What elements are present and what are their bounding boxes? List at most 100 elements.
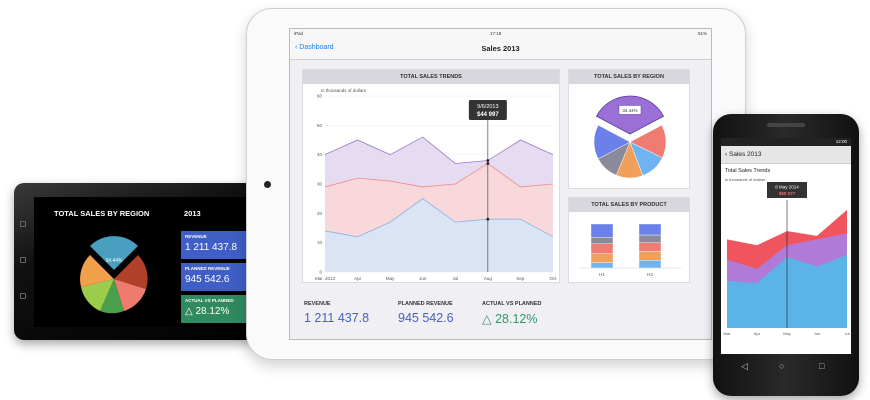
wp-pie-slice[interactable] xyxy=(80,255,114,287)
phone-button-icon xyxy=(20,221,26,227)
bar-segment xyxy=(638,223,662,236)
y-tick-label: 40 xyxy=(317,152,323,157)
x-tick-label: May xyxy=(386,276,395,281)
x-tick-label: Mar, 2013 xyxy=(315,276,336,281)
x-tick-label: Mar xyxy=(724,331,732,336)
wp-pie-slice[interactable] xyxy=(100,279,124,314)
kpi-label: ACTUAL VS PLANNED xyxy=(482,301,542,307)
back-label: Dashboard xyxy=(299,44,334,51)
bar-segment xyxy=(590,223,614,238)
product-panel: TOTAL SALES BY PRODUCT H1 H2 xyxy=(568,197,690,283)
status-time: 17:18 xyxy=(490,31,502,36)
bar-segment xyxy=(638,251,662,261)
region-pie-chart[interactable]: 34.44% xyxy=(569,84,691,190)
series-line xyxy=(324,162,554,188)
wp-actual-tile[interactable]: ACTUAL VS PLANNED △ 28.12% xyxy=(181,295,251,323)
region-title: TOTAL SALES BY REGION xyxy=(569,70,689,84)
back-button[interactable]: ‹ Dashboard xyxy=(295,44,334,51)
x-tick-label: Jul xyxy=(452,276,458,281)
tooltip-box xyxy=(468,100,507,120)
y-tick-label: 20 xyxy=(317,211,323,216)
pie-callout-box xyxy=(618,105,642,115)
trends-chart[interactable]: 0 10 20 30 40 50 60 Mar, 2013 Apr May Jun Jul Aug Sep… xyxy=(303,84,561,284)
x-tick-label: H2 xyxy=(647,272,653,277)
recents-nav-icon[interactable]: □ xyxy=(819,361,825,371)
bar-segment xyxy=(638,234,662,243)
home-nav-icon[interactable]: ○ xyxy=(779,361,785,371)
kpi-revenue: REVENUE 1 211 437.8 xyxy=(304,301,369,325)
wp-pie-slice[interactable] xyxy=(90,236,138,270)
bar-segment xyxy=(590,262,614,269)
x-tick-label: Jul xyxy=(844,331,849,336)
wp-tile-label: PLANNED REVENUE xyxy=(185,266,230,271)
series-line xyxy=(324,198,554,238)
nav-bar: ‹ Dashboard Sales 2013 xyxy=(290,38,711,60)
bar-segment xyxy=(638,260,662,269)
android-back-label: Sales 2013 xyxy=(728,151,762,158)
tooltip-date: 9/6/2013 xyxy=(477,104,498,110)
x-tick-label: Aug xyxy=(484,276,493,281)
wp-planned-tile[interactable]: PLANNED REVENUE 945 542.6 xyxy=(181,263,251,291)
kpi-label: REVENUE xyxy=(304,301,331,307)
wp-pie-callout: 34.44% xyxy=(106,258,124,264)
android-trends-chart[interactable]: Mar Apr May Jun Jul 8 May 2014$50 077 xyxy=(721,178,851,354)
carrier-label: iPad xyxy=(294,31,304,36)
wp-year: 2013 xyxy=(184,209,201,218)
android-status-bar: 12:00 xyxy=(721,138,851,146)
chevron-left-icon: ‹ xyxy=(725,151,728,158)
kpi-value: △ 28.12% xyxy=(482,312,538,326)
y-tick-label: 0 xyxy=(319,270,322,275)
android-phone: 12:00 ‹ Sales 2013 Total Sales Trends in… xyxy=(713,114,859,396)
x-tick-label: Oct xyxy=(549,276,557,281)
product-bar-chart[interactable]: H1 H2 xyxy=(569,212,691,284)
camera-icon xyxy=(264,181,271,188)
trends-unit-label: in thousands of dollars xyxy=(321,88,367,93)
x-tick-label: Apr xyxy=(754,331,761,336)
battery-label: 51% xyxy=(697,31,707,36)
kpi-value: 945 542.6 xyxy=(398,311,454,325)
page-title: Sales 2013 xyxy=(481,44,520,53)
wp-tile-label: ACTUAL VS PLANNED xyxy=(185,298,234,303)
wp-revenue-tile[interactable]: REVENUE 1 211 437.8 xyxy=(181,231,251,259)
y-tick-label: 50 xyxy=(317,123,323,128)
x-tick-label: H1 xyxy=(599,272,605,277)
android-action-bar[interactable]: ‹ Sales 2013 xyxy=(721,146,851,164)
x-tick-label: Sep xyxy=(516,276,525,281)
kpi-actual-vs-planned: ACTUAL VS PLANNED △ 28.12% xyxy=(482,301,542,326)
wp-tile-value: △ 28.12% xyxy=(185,306,230,317)
wp-pie-slice[interactable] xyxy=(114,255,148,289)
kpi-planned-revenue: PLANNED REVENUE 945 542.6 xyxy=(398,301,454,325)
wp-pie-slice[interactable] xyxy=(114,279,146,311)
wp-screen: TOTAL SALES BY REGION 2013 34.44% REVENU… xyxy=(34,197,258,327)
pie-callout: 34.44% xyxy=(622,108,637,113)
bar-segment xyxy=(638,242,662,252)
tooltip-point xyxy=(486,162,490,165)
x-tick-label: Jun xyxy=(419,276,427,281)
wp-title: TOTAL SALES BY REGION xyxy=(54,209,150,218)
y-tick-label: 60 xyxy=(317,94,323,99)
pie-slice xyxy=(593,124,631,160)
wp-pie-slice[interactable] xyxy=(81,279,114,311)
tooltip-date: 8 May 2014 xyxy=(775,185,799,190)
android-nav-bar: ◁ ○ □ xyxy=(721,358,851,380)
region-panel: TOTAL SALES BY REGION 34.44% xyxy=(568,69,690,189)
ipad: iPad 17:18 51% ‹ Dashboard Sales 2013 TO… xyxy=(246,8,746,360)
tooltip-point xyxy=(486,159,490,162)
bar-segment xyxy=(590,243,614,254)
wp-tile-label: REVENUE xyxy=(185,234,207,239)
x-tick-label: Apr xyxy=(354,276,362,281)
speaker-icon xyxy=(767,123,805,127)
trends-panel: TOTAL SALES TRENDS in thousands of dolla… xyxy=(302,69,560,283)
bar-segment xyxy=(590,253,614,263)
pie-slice xyxy=(595,95,665,135)
wp-pie-chart[interactable]: 34.44% xyxy=(34,197,258,327)
back-nav-icon[interactable]: ◁ xyxy=(741,361,748,371)
android-chart-title: Total Sales Trends xyxy=(725,168,771,174)
x-tick-label: May xyxy=(783,331,791,336)
product-title: TOTAL SALES BY PRODUCT xyxy=(569,198,689,212)
wp-tile-value: 1 211 437.8 xyxy=(185,242,238,253)
tooltip-box xyxy=(767,182,807,198)
windows-phone: TOTAL SALES BY REGION 2013 34.44% REVENU… xyxy=(14,183,276,340)
phone-button-icon xyxy=(20,293,26,299)
